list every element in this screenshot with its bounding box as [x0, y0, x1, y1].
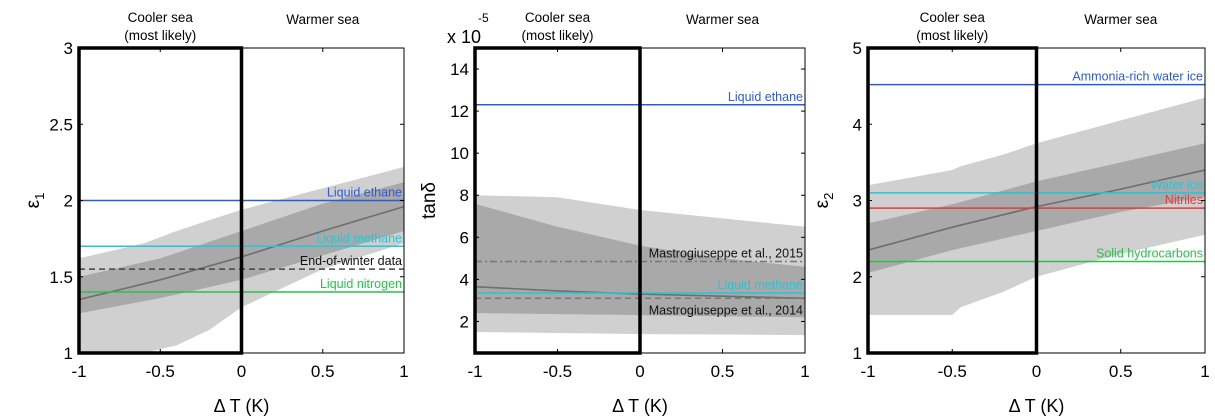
reference-label-2: Liquid methane [317, 231, 403, 245]
panel-2: Liquid ethane Mastrogiuseppe et al., 2015… [419, 10, 810, 416]
y-tick-label: 8 [460, 186, 469, 205]
warmer-sea-label: Warmer sea [686, 12, 760, 27]
y-axis-label: tanδ [419, 182, 440, 219]
y-tick-label: 3 [853, 192, 862, 211]
y-tick-label: 10 [450, 144, 469, 163]
cooler-sea-label: Cooler sea [920, 10, 986, 25]
x-tick-label: 0.5 [311, 362, 335, 381]
reference-label-4: Mastrogiuseppe et al., 2014 [649, 303, 803, 317]
y-tick-label: 1.5 [49, 268, 73, 287]
x-tick-label: -1 [71, 362, 86, 381]
reference-label-1: Ammonia-rich water ice [1072, 70, 1203, 84]
y-tick-label: 14 [450, 60, 469, 79]
x-tick-label: 1 [399, 362, 408, 381]
cooler-sea-label: Cooler sea [128, 10, 194, 25]
y-tick-label: 1 [853, 344, 862, 363]
x-tick-label: 0 [1032, 362, 1041, 381]
y-tick-label: 3 [64, 39, 73, 58]
warmer-sea-label: Warmer sea [1084, 12, 1158, 27]
x-tick-label: 0.5 [711, 362, 735, 381]
y-tick-label: 4 [460, 270, 469, 289]
warmer-sea-label: Warmer sea [286, 12, 360, 27]
reference-label-2: Mastrogiuseppe et al., 2015 [649, 247, 803, 261]
multiplier-exponent: -5 [478, 11, 489, 25]
y-tick-label: 1 [64, 344, 73, 363]
reference-label-3: End-of-winter data [300, 254, 402, 268]
y-tick-label: 5 [853, 39, 862, 58]
reference-label-2: Water ice [1151, 178, 1203, 192]
y-tick-label: 4 [853, 115, 862, 134]
y-tick-label: 6 [460, 228, 469, 247]
cooler-sea-box [473, 46, 642, 355]
reference-label-4: Liquid nitrogen [320, 277, 402, 291]
x-tick-label: 0.5 [1109, 362, 1133, 381]
reference-label-4: Solid hydrocarbons [1096, 247, 1203, 261]
reference-label-1: Liquid ethane [728, 90, 803, 104]
reference-label-3: Liquid methane [718, 278, 804, 292]
x-tick-label: -0.5 [938, 362, 967, 381]
y-tick-label: 2 [460, 312, 469, 331]
y-tick-label: 12 [450, 102, 469, 121]
x-tick-label: -0.5 [543, 362, 572, 381]
x-tick-label: 1 [1200, 362, 1209, 381]
y-tick-label: 2 [853, 268, 862, 287]
x-tick-label: -1 [860, 362, 875, 381]
x-axis-label: Δ T (K) [612, 396, 668, 416]
x-tick-label: -0.5 [146, 362, 175, 381]
cooler-sea-box [77, 46, 244, 355]
x-tick-label: 0 [635, 362, 644, 381]
y-tick-label: 2 [64, 192, 73, 211]
x-tick-label: 0 [237, 362, 246, 381]
cooler-sea-sublabel: (most likely) [124, 28, 196, 43]
x-axis-label: Δ T (K) [214, 396, 270, 416]
cooler-sea-sublabel: (most likely) [521, 28, 593, 43]
reference-label-3: Nitriles [1165, 193, 1203, 207]
x-tick-label: -1 [467, 362, 482, 381]
x-axis-label: Δ T (K) [1009, 396, 1065, 416]
y-axis-label: ε1 [23, 193, 47, 209]
cooler-sea-box [866, 46, 1039, 355]
reference-label-1: Liquid ethane [327, 186, 402, 200]
y-tick-label: 2.5 [49, 115, 73, 134]
multiplier-base: x 10 [447, 27, 481, 47]
x-tick-label: 1 [800, 362, 809, 381]
cooler-sea-label: Cooler sea [525, 10, 591, 25]
panel-1: Liquid ethane Liquid methane End-of-winter… [23, 10, 409, 416]
cooler-sea-sublabel: (most likely) [916, 28, 988, 43]
y-axis-label: ε2 [812, 193, 836, 209]
